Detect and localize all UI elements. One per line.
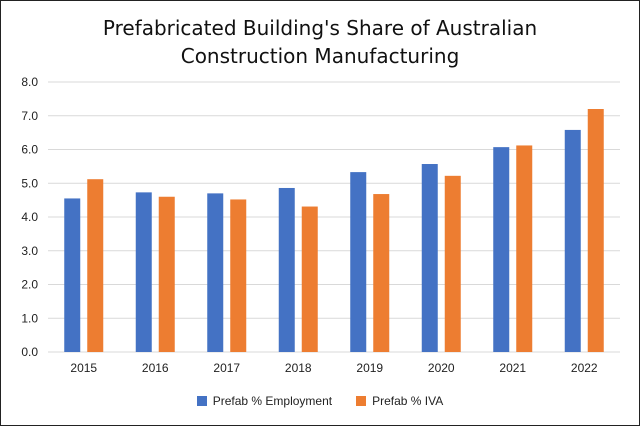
x-tick-label: 2017 <box>213 361 240 375</box>
bar <box>207 193 224 352</box>
bar <box>373 194 390 352</box>
y-tick-label: 0.0 <box>21 345 38 359</box>
bar <box>135 192 152 352</box>
y-tick-label: 4.0 <box>21 210 38 224</box>
legend: Prefab % Employment Prefab % IVA <box>0 394 640 408</box>
legend-swatch-iva <box>356 396 367 406</box>
x-tick-label: 2019 <box>356 361 383 375</box>
legend-label-iva: Prefab % IVA <box>372 394 444 408</box>
x-tick-label: 2018 <box>285 361 312 375</box>
y-tick-label: 8.0 <box>21 75 38 89</box>
x-tick-label: 2022 <box>571 361 598 375</box>
x-tick-label: 2016 <box>142 361 169 375</box>
chart-title: Prefabricated Building's Share of Austra… <box>102 16 538 68</box>
y-tick-label: 3.0 <box>21 244 38 258</box>
bar <box>421 164 438 352</box>
legend-item-employment: Prefab % Employment <box>196 394 333 408</box>
y-tick-label: 7.0 <box>21 109 38 123</box>
bar <box>158 196 175 352</box>
bar <box>516 145 533 352</box>
bar <box>493 147 510 352</box>
bar <box>350 172 367 352</box>
y-tick-label: 5.0 <box>21 176 38 190</box>
x-tick-label: 2015 <box>70 361 97 375</box>
bar <box>278 187 295 352</box>
bar <box>301 206 318 352</box>
legend-swatch-employment <box>196 396 207 406</box>
y-tick-label: 2.0 <box>21 278 38 292</box>
bar <box>587 109 604 352</box>
bar <box>64 198 81 352</box>
y-tick-label: 6.0 <box>21 143 38 157</box>
legend-label-employment: Prefab % Employment <box>212 394 333 408</box>
x-tick-label: 2020 <box>428 361 455 375</box>
bar <box>87 179 104 352</box>
legend-item-iva: Prefab % IVA <box>356 394 443 408</box>
bar <box>564 129 581 352</box>
y-tick-label: 1.0 <box>21 311 38 325</box>
x-tick-label: 2021 <box>499 361 526 375</box>
bar <box>444 175 461 352</box>
bar <box>230 199 247 352</box>
